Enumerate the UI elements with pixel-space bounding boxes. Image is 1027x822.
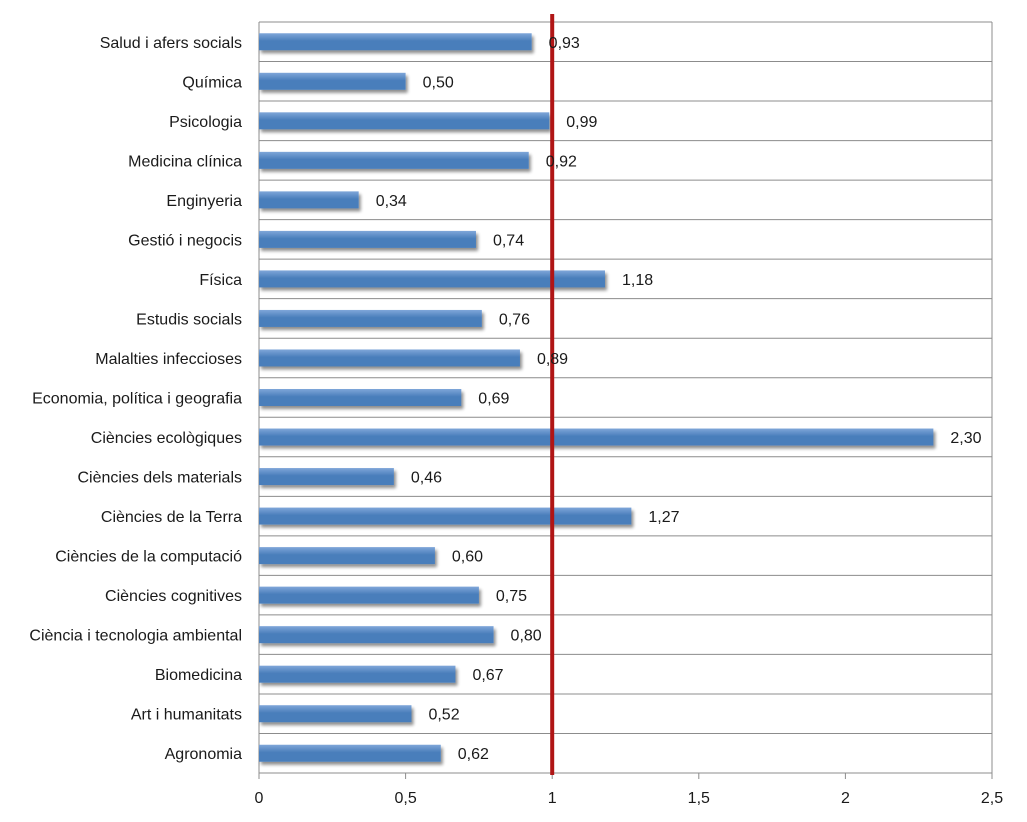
data-label: 0,80	[511, 628, 542, 645]
category-label: Economia, política i geografia	[32, 391, 242, 408]
data-label: 1,27	[648, 509, 679, 526]
bar	[259, 547, 435, 565]
data-label: 1,18	[622, 272, 653, 289]
bar	[259, 626, 494, 644]
bar	[259, 349, 520, 367]
bar	[259, 468, 394, 486]
data-label: 0,67	[472, 667, 503, 684]
data-label: 0,50	[423, 74, 454, 91]
bar	[259, 72, 406, 90]
category-label: Estudis socials	[136, 311, 242, 328]
data-label: 0,75	[496, 588, 527, 605]
bar	[259, 309, 482, 327]
category-label: Ciència i tecnologia ambiental	[29, 628, 242, 645]
category-label: Art i humanitats	[131, 707, 242, 724]
data-label: 0,62	[458, 746, 489, 763]
data-label: 0,34	[376, 193, 407, 210]
category-label: Ciències ecològiques	[91, 430, 242, 447]
bar	[259, 744, 441, 762]
bar	[259, 151, 529, 169]
category-label: Salud i afers socials	[100, 35, 242, 52]
data-label: 0,60	[452, 549, 483, 566]
bar	[259, 665, 456, 683]
category-label: Malalties infeccioses	[95, 351, 242, 368]
category-label: Biomedicina	[155, 667, 242, 684]
category-label: Ciències dels materials	[77, 470, 242, 487]
data-label: 0,74	[493, 232, 524, 249]
x-tick-label: 2	[841, 790, 850, 807]
category-label: Gestió i negocis	[128, 232, 242, 249]
category-label: Ciències de la computació	[55, 549, 242, 566]
labels: Salud i afers socials 0,93 Química 0,50 Psic…	[29, 35, 981, 763]
data-label: 0,93	[549, 35, 580, 52]
data-label: 0,89	[537, 351, 568, 368]
category-label: Física	[199, 272, 242, 289]
bar	[259, 389, 462, 406]
bar	[259, 230, 476, 248]
data-label: 0,92	[546, 153, 577, 170]
x-tick-label: 2,5	[981, 790, 1003, 807]
bar	[259, 428, 934, 446]
x-tick-label: 1,5	[688, 790, 710, 807]
data-label: 0,46	[411, 470, 442, 487]
category-label: Agronomia	[165, 746, 242, 763]
bar	[259, 112, 550, 130]
x-axis: 0 0,5 1 1,5 2 2,5	[255, 22, 1003, 807]
category-label: Medicina clínica	[128, 153, 242, 170]
data-label: 2,30	[950, 430, 981, 447]
bar	[259, 586, 479, 604]
x-tick-label: 0,5	[394, 790, 416, 807]
bar	[259, 270, 605, 288]
category-label: Química	[182, 74, 242, 91]
data-label: 0,76	[499, 311, 530, 328]
data-label: 0,99	[566, 114, 597, 131]
x-tick-label: 1	[548, 790, 557, 807]
category-label: Ciències cognitives	[105, 588, 242, 605]
bar	[259, 33, 532, 51]
grid-lines	[259, 21, 992, 774]
bar	[259, 507, 632, 525]
bar	[259, 705, 412, 723]
data-label: 0,52	[428, 707, 459, 724]
bar	[259, 191, 359, 209]
x-tick-label: 0	[255, 790, 264, 807]
category-label: Enginyeria	[166, 193, 242, 210]
data-label: 0,69	[478, 391, 509, 408]
category-label: Psicologia	[169, 114, 242, 131]
category-label: Ciències de la Terra	[101, 509, 242, 526]
bars	[259, 33, 934, 762]
